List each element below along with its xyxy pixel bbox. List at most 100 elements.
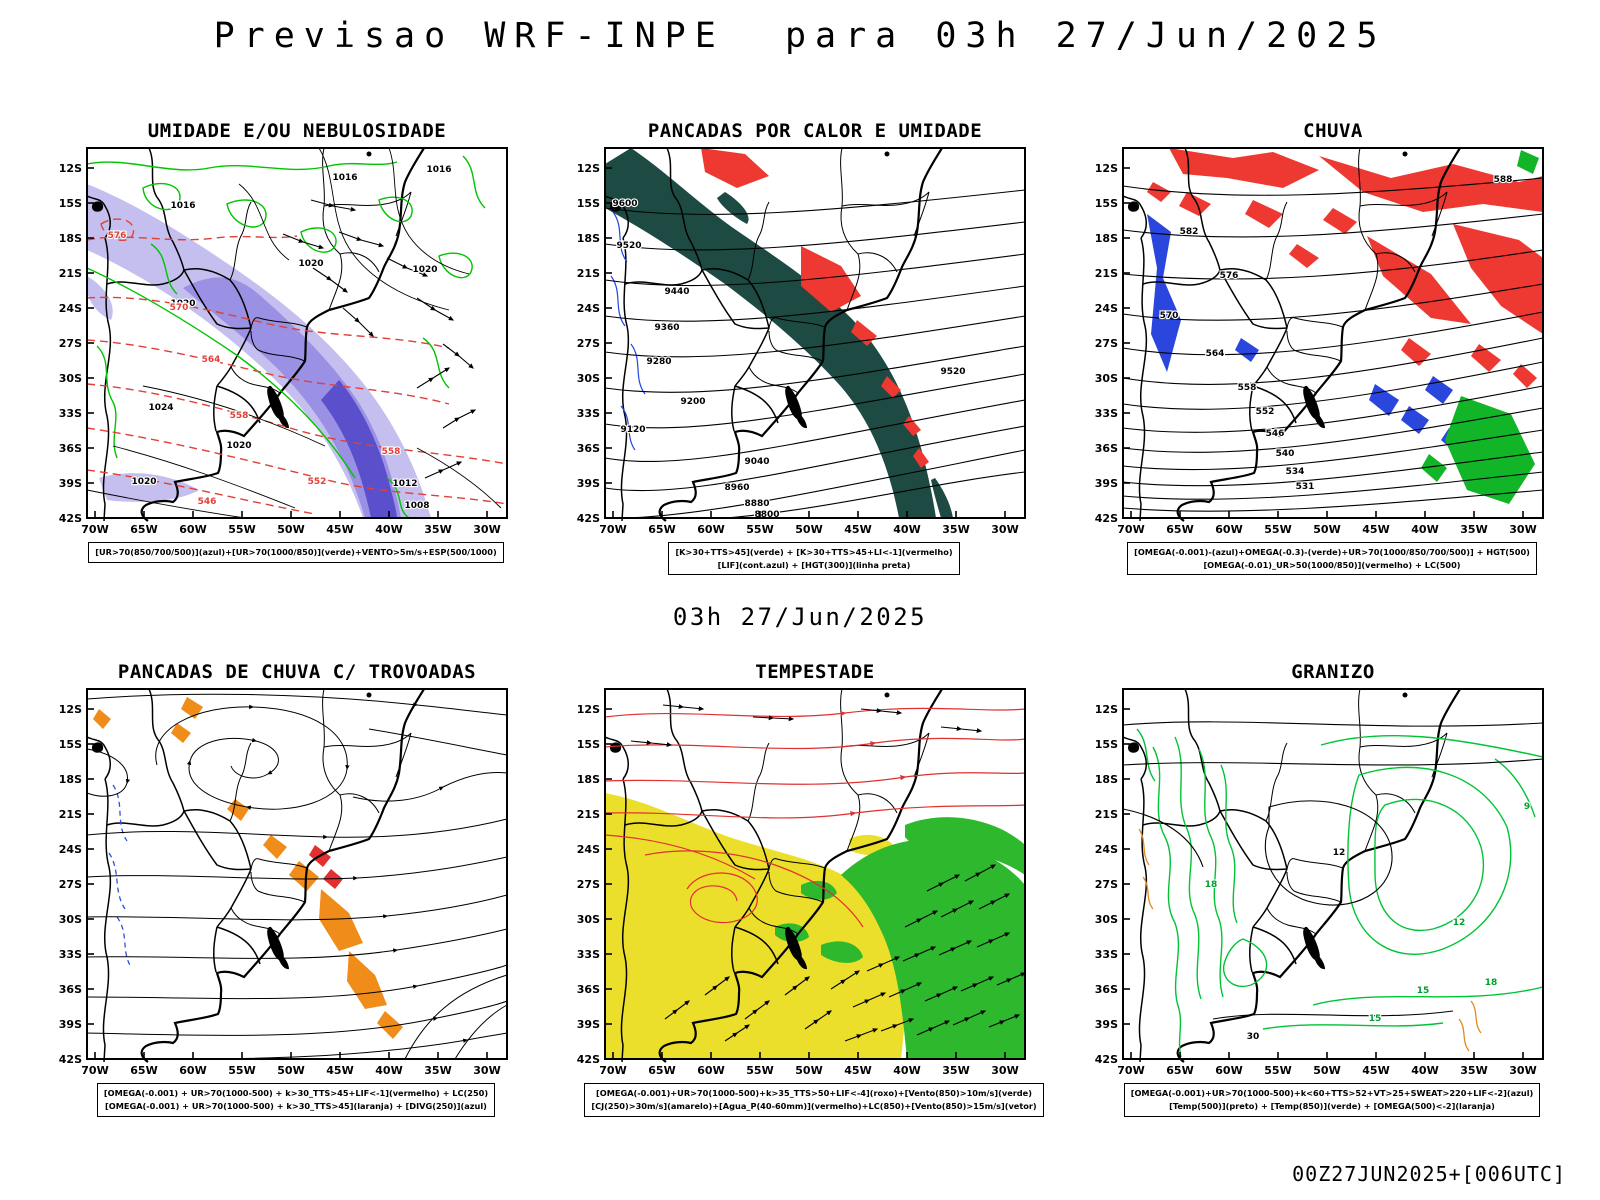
svg-text:558: 558 xyxy=(1238,383,1257,393)
svg-text:50W: 50W xyxy=(1313,1064,1340,1077)
rain-red-patches xyxy=(1147,148,1543,388)
divergence-blue-contours xyxy=(108,785,132,968)
contour-labels: 1016 1016 1020 1020 1016 1020 1024 1020 1020 1012… xyxy=(107,164,453,512)
svg-text:36S: 36S xyxy=(577,442,600,455)
panel-pancadas-calor: PANCADAS POR CALOR E UMIDADE xyxy=(569,120,1031,576)
svg-text:1012: 1012 xyxy=(392,479,417,489)
temp500-black-contours xyxy=(1122,721,1544,1020)
svg-text:1024: 1024 xyxy=(148,403,173,413)
jet-yellow-region xyxy=(605,793,907,1060)
svg-text:55W: 55W xyxy=(746,1064,773,1077)
panel-trovoadas: PANCADAS DE CHUVA C/ TROVOADAS xyxy=(51,661,513,1117)
svg-text:9520: 9520 xyxy=(940,367,965,377)
omega-green-patches xyxy=(1421,150,1539,504)
forecast-grid-row-2: PANCADAS DE CHUVA C/ TROVOADAS xyxy=(0,661,1600,1117)
svg-text:18S: 18S xyxy=(577,773,600,786)
humidity-shading xyxy=(87,184,431,518)
panel-granizo: GRANIZO xyxy=(1087,661,1549,1117)
svg-text:15S: 15S xyxy=(59,197,82,210)
caption-line: [UR>70(850/700/500)](azul)+[UR>70(1000/8… xyxy=(95,547,497,557)
svg-text:1020: 1020 xyxy=(226,441,251,451)
svg-text:30W: 30W xyxy=(1509,1064,1536,1077)
svg-text:576: 576 xyxy=(108,231,127,241)
svg-text:55W: 55W xyxy=(228,1064,255,1077)
svg-text:65W: 65W xyxy=(1166,523,1193,536)
pressure-contours xyxy=(86,147,502,519)
svg-text:12: 12 xyxy=(1333,848,1346,858)
svg-text:42S: 42S xyxy=(577,1053,600,1066)
svg-text:35W: 35W xyxy=(942,1064,969,1077)
svg-text:55W: 55W xyxy=(746,523,773,536)
rain-shading xyxy=(1147,148,1543,504)
svg-text:60W: 60W xyxy=(179,1064,206,1077)
svg-text:55W: 55W xyxy=(228,523,255,536)
svg-text:9: 9 xyxy=(1524,802,1530,812)
svg-text:27S: 27S xyxy=(577,878,600,891)
svg-text:65W: 65W xyxy=(1166,1064,1193,1077)
svg-text:9120: 9120 xyxy=(620,425,645,435)
svg-text:558: 558 xyxy=(230,411,249,421)
caption-line: [LIF](cont.azul) + [HGT(300)](linha pret… xyxy=(717,559,911,570)
svg-text:27S: 27S xyxy=(1095,337,1118,350)
map-chuva: 588 582 576 570 564 558 552 546 540 534 531 12S 15S… xyxy=(1095,146,1544,536)
svg-text:564: 564 xyxy=(1206,349,1225,359)
svg-text:576: 576 xyxy=(1220,271,1239,281)
contour-labels: 588 582 576 570 564 558 552 546 540 534 531 xyxy=(1159,174,1514,493)
svg-text:36S: 36S xyxy=(1095,983,1118,996)
caption-box: [UR>70(850/700/500)](azul)+[UR>70(1000/8… xyxy=(88,542,504,563)
svg-text:50W: 50W xyxy=(795,1064,822,1077)
svg-text:35W: 35W xyxy=(1460,523,1487,536)
svg-text:40W: 40W xyxy=(893,1064,920,1077)
svg-text:60W: 60W xyxy=(697,1064,724,1077)
svg-text:30S: 30S xyxy=(1095,913,1118,926)
panel-tempestade: TEMPESTADE xyxy=(569,661,1044,1117)
svg-text:39S: 39S xyxy=(577,477,600,490)
svg-text:564: 564 xyxy=(202,355,221,365)
svg-text:24S: 24S xyxy=(577,843,600,856)
temp850-green-contours xyxy=(1136,728,1544,1058)
thickness-red-dashed-contours xyxy=(86,218,508,515)
svg-text:21S: 21S xyxy=(577,808,600,821)
red-streamlines xyxy=(604,708,1026,928)
svg-text:45W: 45W xyxy=(326,1064,353,1077)
svg-text:15S: 15S xyxy=(1095,738,1118,751)
svg-text:60W: 60W xyxy=(1215,523,1242,536)
contour-labels: 12 18 12 15 15 18 30 9 xyxy=(1204,801,1532,1043)
caption-wrap: [OMEGA(-0.001)-(azul)+OMEGA(-0.3)-(verde… xyxy=(1117,542,1547,576)
svg-text:1008: 1008 xyxy=(404,501,429,511)
panel-title: TEMPESTADE xyxy=(755,661,875,684)
svg-text:1020: 1020 xyxy=(131,477,156,487)
svg-text:582: 582 xyxy=(1180,227,1199,237)
svg-text:30W: 30W xyxy=(473,523,500,536)
storm-shading xyxy=(605,793,1025,1060)
svg-text:35W: 35W xyxy=(1460,1064,1487,1077)
caption-wrap: [OMEGA(-0.001)+UR>70(1000-500)+k<60+TTS>… xyxy=(1117,1083,1547,1117)
svg-text:18: 18 xyxy=(1485,978,1498,988)
svg-text:39S: 39S xyxy=(577,1018,600,1031)
svg-text:24S: 24S xyxy=(59,843,82,856)
svg-text:50W: 50W xyxy=(277,523,304,536)
svg-text:30W: 30W xyxy=(991,523,1018,536)
svg-text:40W: 40W xyxy=(1411,1064,1438,1077)
svg-text:50W: 50W xyxy=(795,523,822,536)
svg-text:21S: 21S xyxy=(59,267,82,280)
svg-text:70W: 70W xyxy=(81,1064,108,1077)
svg-text:39S: 39S xyxy=(59,477,82,490)
svg-text:35W: 35W xyxy=(424,523,451,536)
svg-text:30S: 30S xyxy=(1095,372,1118,385)
svg-text:42S: 42S xyxy=(1095,512,1118,525)
svg-text:39S: 39S xyxy=(1095,1018,1118,1031)
map-frame xyxy=(604,147,1026,519)
svg-text:45W: 45W xyxy=(1362,523,1389,536)
svg-text:60W: 60W xyxy=(1215,1064,1242,1077)
svg-text:33S: 33S xyxy=(1095,407,1118,420)
svg-text:36S: 36S xyxy=(59,983,82,996)
streamlines xyxy=(86,694,508,1061)
map-granizo: 12 18 12 15 15 18 30 9 12S 15S 18S 21S 24S 27S 30S 33S… xyxy=(1095,688,1544,1077)
svg-text:21S: 21S xyxy=(577,267,600,280)
svg-text:70W: 70W xyxy=(599,523,626,536)
svg-text:42S: 42S xyxy=(577,512,600,525)
svg-text:9040: 9040 xyxy=(744,457,769,467)
